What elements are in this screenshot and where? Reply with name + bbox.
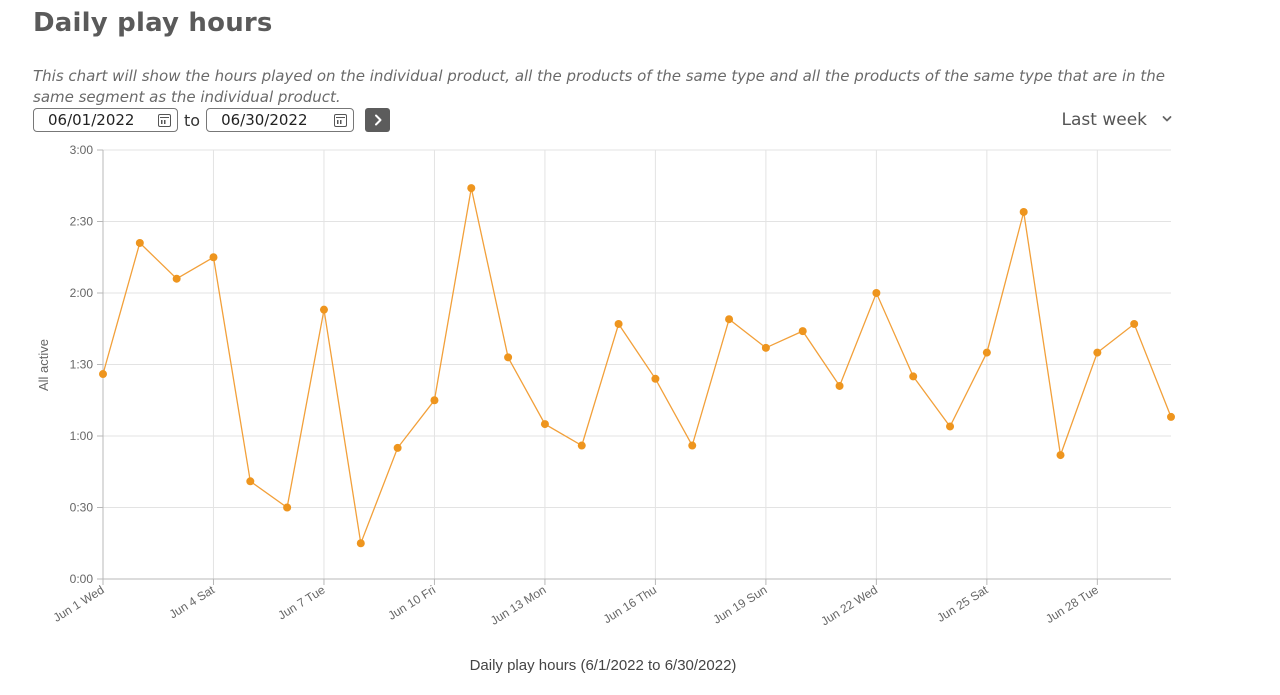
data-point[interactable]: Jun 29 Wed bbox=[1130, 319, 1139, 328]
series bbox=[102, 187, 1172, 546]
chart-description: This chart will show the hours played on… bbox=[33, 67, 1166, 106]
start-date-field[interactable]: 06/01/2022 bbox=[33, 108, 178, 132]
range-preset-value: Last week bbox=[1061, 110, 1147, 130]
data-point[interactable]: Jun 27 Mon bbox=[1056, 451, 1065, 460]
data-point[interactable]: Jun 8 Wed bbox=[356, 539, 365, 548]
x-tick-label: Jun 7 Tue bbox=[275, 583, 327, 623]
calendar-icon[interactable] bbox=[158, 113, 171, 127]
data-point[interactable]: Jun 10 Fri bbox=[430, 396, 439, 405]
y-axis-label: All active bbox=[36, 339, 51, 391]
x-tick-label: Jun 1 Wed bbox=[51, 583, 107, 625]
x-axis-label: Daily play hours (6/1/2022 to 6/30/2022) bbox=[470, 657, 737, 674]
data-point[interactable]: Jun 20 Mon bbox=[798, 327, 807, 336]
data-point[interactable]: Jun 3 Fri bbox=[172, 274, 181, 283]
data-point[interactable]: Jun 12 Sun bbox=[504, 353, 513, 362]
x-tick-label: Jun 4 Sat bbox=[167, 582, 218, 621]
data-point[interactable]: Jun 9 Thu bbox=[393, 443, 402, 452]
end-date-field[interactable]: 06/30/2022 bbox=[206, 108, 355, 132]
y-tick-labels: 0:00 0:30 1:00 1:30 2:00 2:30 3:00 bbox=[70, 143, 94, 586]
data-point[interactable]: Jun 11 Sat bbox=[467, 184, 476, 193]
data-point[interactable]: Jun 2 Thu bbox=[135, 238, 144, 247]
data-point[interactable]: Jun 15 Wed bbox=[614, 319, 623, 328]
data-point[interactable]: Jun 18 Sat bbox=[725, 315, 734, 324]
start-date-value: 06/01/2022 bbox=[48, 111, 135, 129]
grid-lines bbox=[103, 149, 1171, 579]
x-tick-label: Jun 10 Fri bbox=[385, 583, 438, 623]
data-point[interactable]: Jun 30 Thu bbox=[1167, 412, 1175, 421]
data-points[interactable]: Jun 1 Wed Jun 2 Thu Jun 3 Fri Jun 4 Sat Jun … bbox=[99, 184, 1175, 548]
x-tick-label: Jun 25 Sat bbox=[934, 582, 991, 625]
y-tick-label: 0:30 bbox=[70, 501, 94, 515]
data-point[interactable]: Jun 17 Fri bbox=[688, 441, 697, 450]
end-date-value: 06/30/2022 bbox=[221, 111, 308, 129]
series-line bbox=[102, 187, 1172, 546]
date-range-controls: 06/01/2022 to 06/30/2022 bbox=[33, 107, 391, 133]
range-preset-select[interactable]: Last week bbox=[1062, 109, 1172, 131]
data-point[interactable]: Jun 24 Fri bbox=[946, 422, 955, 431]
data-point[interactable]: Jun 26 Sun bbox=[1019, 207, 1028, 216]
y-tick-label: 2:00 bbox=[70, 286, 94, 300]
date-range-separator: to bbox=[184, 110, 201, 130]
x-tick-label: Jun 13 Mon bbox=[488, 583, 549, 628]
data-point[interactable]: Jun 25 Sat bbox=[982, 348, 991, 357]
y-tick-label: 3:00 bbox=[70, 143, 94, 157]
data-point[interactable]: Jun 21 Tue bbox=[835, 381, 844, 390]
data-point[interactable]: Jun 14 Tue bbox=[577, 441, 586, 450]
chevron-down-icon bbox=[1162, 116, 1172, 122]
data-point[interactable]: Jun 7 Tue bbox=[319, 305, 328, 314]
page-title: Daily play hours bbox=[33, 8, 273, 38]
data-point[interactable]: Jun 5 Sun bbox=[246, 477, 255, 486]
x-tick-label: Jun 22 Wed bbox=[818, 583, 880, 629]
y-tick-label: 0:00 bbox=[70, 572, 94, 586]
data-point[interactable]: Jun 22 Wed bbox=[872, 289, 881, 297]
calendar-icon[interactable] bbox=[334, 113, 348, 127]
data-point[interactable]: Jun 23 Thu bbox=[909, 372, 918, 381]
y-tick-label: 1:00 bbox=[70, 429, 94, 443]
x-tick-label: Jun 28 Tue bbox=[1043, 583, 1101, 627]
x-tick-label: Jun 19 Sun bbox=[711, 583, 770, 627]
data-point[interactable]: Jun 28 Tue bbox=[1093, 348, 1102, 357]
apply-date-range-button[interactable] bbox=[365, 108, 391, 132]
x-tick-label: Jun 16 Thu bbox=[601, 583, 659, 627]
y-tick-label: 2:30 bbox=[70, 215, 94, 229]
data-point[interactable]: Jun 6 Mon bbox=[283, 503, 292, 512]
chevron-right-icon bbox=[374, 114, 382, 126]
x-tick-labels: Jun 1 Wed Jun 4 Sat Jun 7 Tue Jun 10 Fri Jun… bbox=[51, 582, 1102, 628]
axes bbox=[97, 149, 1171, 585]
data-point[interactable]: Jun 13 Mon bbox=[540, 420, 549, 429]
y-tick-label: 1:30 bbox=[70, 358, 94, 372]
data-point[interactable]: Jun 1 Wed bbox=[99, 370, 107, 379]
data-point[interactable]: Jun 16 Thu bbox=[651, 374, 660, 383]
data-point[interactable]: Jun 4 Sat bbox=[209, 253, 218, 262]
data-point[interactable]: Jun 19 Sun bbox=[761, 343, 770, 352]
